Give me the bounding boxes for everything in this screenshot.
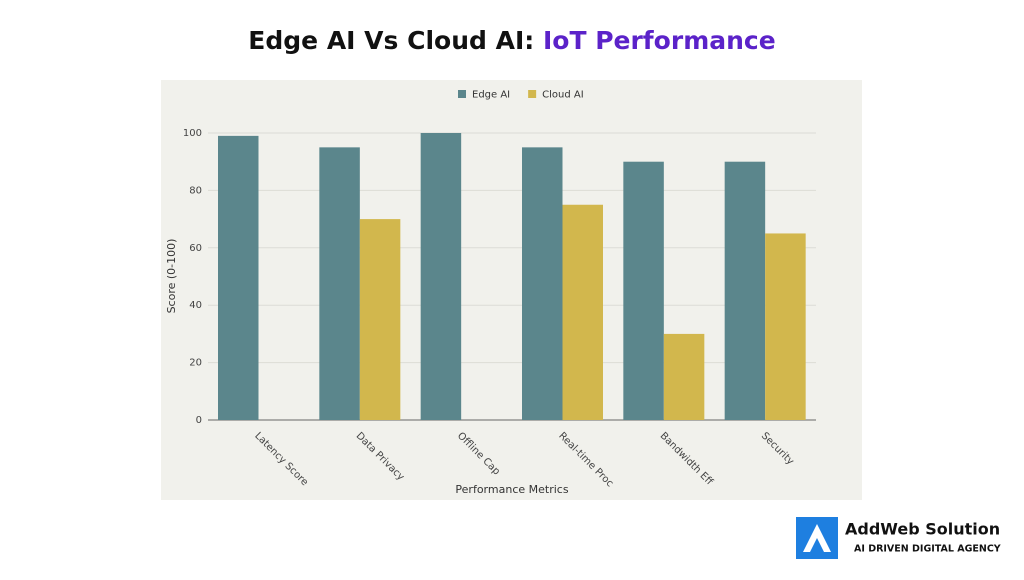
bar	[218, 135, 259, 420]
bar	[522, 147, 563, 420]
y-tick-label: 100	[183, 128, 202, 139]
y-axis-label: Score (0-100)	[165, 239, 178, 314]
legend-label: Cloud AI	[542, 90, 584, 101]
legend-label: Edge AI	[472, 90, 510, 101]
bar	[359, 219, 401, 420]
y-tick-label: 80	[189, 185, 202, 196]
bar	[562, 204, 603, 420]
bar	[663, 333, 705, 420]
y-tick-label: 0	[196, 415, 202, 426]
chart-title: Edge AI Vs Cloud AI: IoT Performance	[248, 26, 775, 55]
y-tick-label: 20	[189, 358, 202, 369]
title-main: Edge AI Vs Cloud AI:	[248, 26, 534, 55]
bar	[765, 233, 806, 420]
bar	[724, 161, 766, 420]
y-tick-label: 40	[189, 300, 202, 311]
legend-swatch	[458, 90, 466, 98]
logo-mark	[803, 524, 831, 552]
legend-swatch	[528, 90, 537, 98]
logo: AddWeb Solution AI DRIVEN DIGITAL AGENCY	[796, 517, 1001, 559]
brand-tagline: AI DRIVEN DIGITAL AGENCY	[854, 544, 1001, 555]
bar	[623, 161, 664, 420]
y-tick-label: 60	[189, 243, 202, 254]
bar	[319, 147, 360, 420]
x-axis-label: Performance Metrics	[455, 483, 568, 496]
brand-name: AddWeb Solution	[845, 520, 1000, 539]
bar	[420, 133, 462, 420]
title-highlight: IoT Performance	[543, 26, 776, 55]
